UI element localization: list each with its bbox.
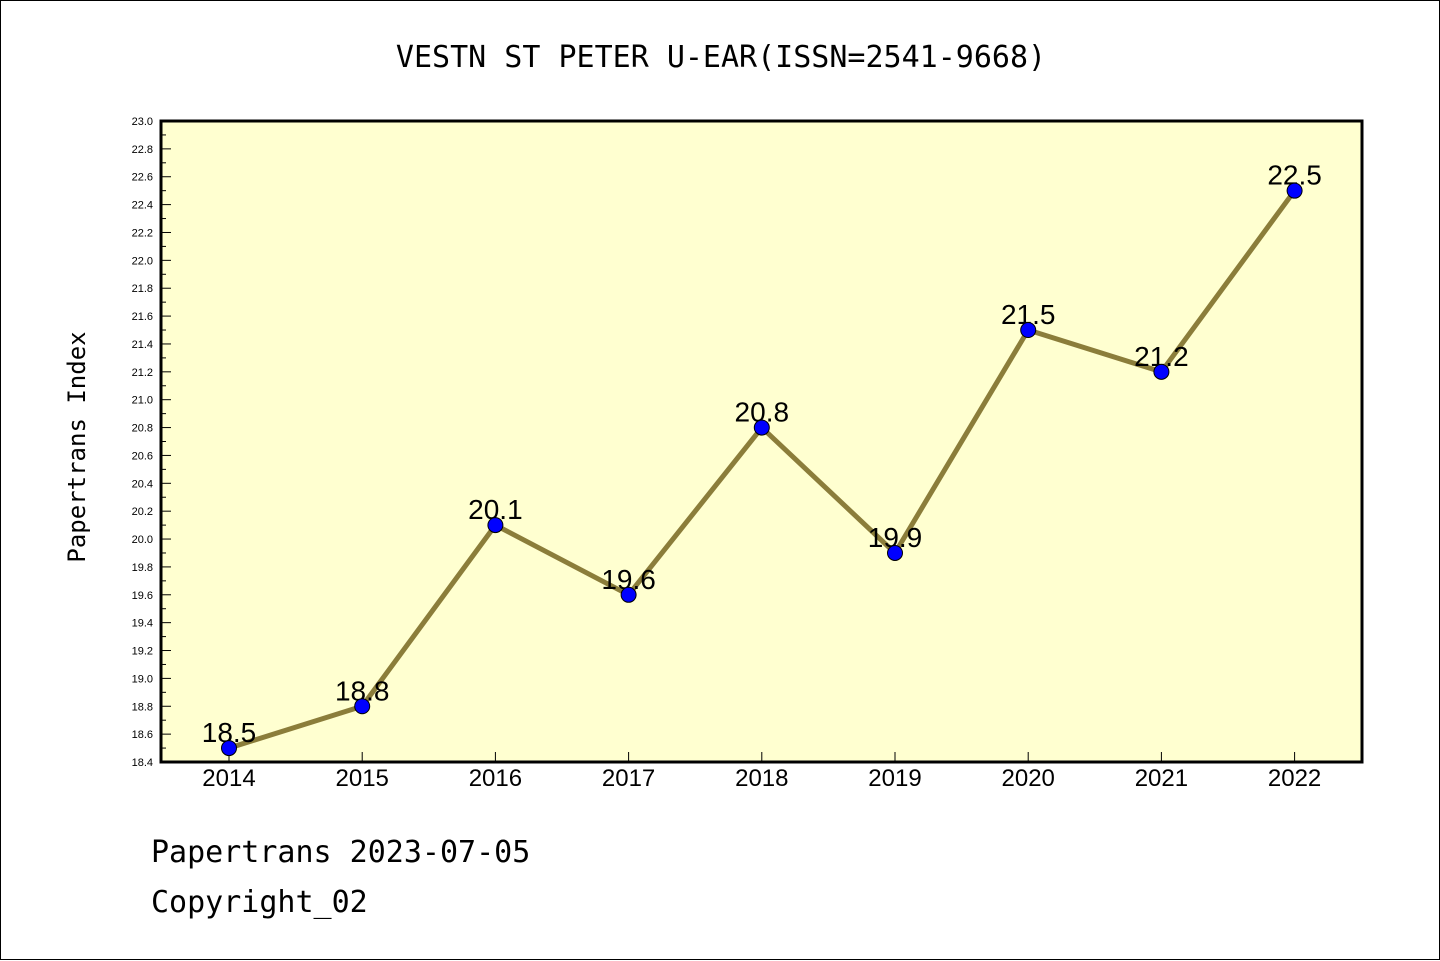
y-axis-label: Papertrans Index [63,331,91,562]
y-tick-label: 22.8 [132,144,153,156]
x-tick-label: 2021 [1135,765,1188,792]
y-tick-label: 22.2 [132,227,153,239]
y-tick-label: 20.6 [132,450,153,462]
y-tick-label: 23.0 [132,116,153,128]
data-point [753,419,770,436]
data-point [1286,182,1303,199]
y-tick-label: 19.6 [132,590,153,602]
y-tick-label: 20.4 [132,478,153,490]
footer-copyright: Copyright_02 [151,885,368,920]
x-tick-label: 2016 [469,765,522,792]
x-tick-label: 2014 [202,765,255,792]
data-point [1153,363,1170,380]
y-tick-label: 19.8 [132,562,153,574]
y-axis-ticks: 18.4 18.6 18.8 19.0 19.2 19.4 19.6 19.8 20.0 20.2… [132,116,171,769]
y-tick-label: 21.4 [132,339,153,351]
x-tick-label: 2015 [336,765,389,792]
plot-area [159,119,1364,764]
chart-title: VESTN ST PETER U-EAR(ISSN=2541-9668) [396,40,1046,75]
y-tick-label: 21.2 [132,367,153,379]
data-point [354,698,371,715]
y-tick-label: 22.6 [132,172,153,184]
data-point [620,586,637,603]
data-point [487,517,504,534]
y-tick-label: 21.8 [132,283,153,295]
y-tick-label: 19.4 [132,618,153,630]
y-tick-label: 19.2 [132,646,153,658]
y-tick-label: 18.8 [132,701,153,713]
x-tick-label: 2019 [868,765,921,792]
x-tick-label: 2022 [1268,765,1321,792]
y-tick-label: 18.6 [132,729,153,741]
y-tick-label: 20.2 [132,506,153,518]
y-tick-label: 21.0 [132,395,153,407]
footer-date: Papertrans 2023-07-05 [151,835,531,870]
data-point [1020,322,1037,339]
x-tick-label: 2020 [1002,765,1055,792]
data-markers [221,182,1303,757]
y-tick-label: 22.0 [132,255,153,267]
x-tick-label: 2017 [602,765,655,792]
x-tick-label: 2018 [735,765,788,792]
data-point [221,740,237,757]
data-point [887,544,903,561]
y-tick-label: 22.4 [132,200,153,212]
x-axis-ticks: 2014 2015 2016 2017 2018 2019 2020 2021 2022 [202,752,1321,792]
y-tick-label: 20.0 [132,534,153,546]
y-tick-label: 21.6 [132,311,153,323]
y-tick-label: 19.0 [132,673,153,685]
y-tick-label: 20.8 [132,423,153,435]
y-tick-label: 18.4 [132,757,153,769]
